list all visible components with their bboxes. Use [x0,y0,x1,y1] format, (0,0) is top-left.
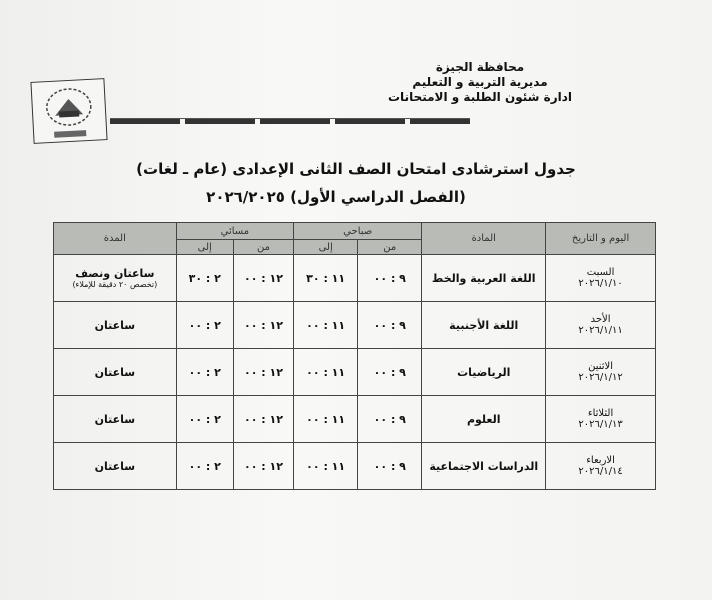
table-row: الاثنين ٢٠٢٦/١/١٢ الرياضيات ٩ : ٠٠ ١١ : ٠٠ ١٢… [53,348,656,396]
duration: ساعتان [94,318,136,332]
header-divider [110,118,470,124]
evening-to-cell: ٢ : ٠٠ [175,395,234,443]
duration: ساعتان [94,365,136,379]
morning-from-cell: ٩ : ٠٠ [357,301,423,349]
day-date-cell: الأحد ٢٠٢٦/١/١١ [545,301,656,349]
duration-cell: ساعتان ونصف (تخصص ٢٠ دقيقة للإملاء) [53,254,177,302]
duration-cell: ساعتان [53,395,177,443]
morning-from-cell: ٩ : ٠٠ [357,442,423,490]
morning-from-cell: ٩ : ٠٠ [357,348,423,396]
duration: ساعتان ونصف [75,267,155,280]
department: ادارة شئون الطلبة و الامتحانات [388,90,572,104]
table-row: الاربعاء ٢٠٢٦/١/١٤ الدراسات الاجتماعية ٩ : … [53,442,656,490]
table-row: الأحد ٢٠٢٦/١/١١ اللغة الأجنبية ٩ : ٠٠ ١١ : ٠… [53,301,656,349]
morning-to-cell: ١١ : ٠٠ [293,395,359,443]
duration-cell: ساعتان [53,348,177,396]
day-date-cell: الاربعاء ٢٠٢٦/١/١٤ [545,442,656,490]
organization-header: محافظة الجيزة مديرية التربية و التعليم ا… [388,60,572,105]
exam-schedule-table: اليوم و التاريخ المادة صباحي مسائي المدة… [53,222,656,490]
evening-to-cell: ٢ : ٠٠ [175,442,234,490]
document-title: جدول استرشادى امتحان الصف الثانى الإعداد… [136,160,576,178]
date: ٢٠٢٦/١/١٠ [578,278,623,289]
header-day-date: اليوم و التاريخ [545,222,656,255]
subject-cell: الدراسات الاجتماعية [421,442,547,490]
evening-from-cell: ١٢ : ٠٠ [232,301,295,349]
date: ٢٠٢٦/١/١١ [578,325,623,336]
evening-from-cell: ١٢ : ٠٠ [232,395,295,443]
day: السبت [586,267,615,278]
date: ٢٠٢٦/١/١٣ [578,419,623,430]
subject-cell: الرياضيات [421,348,547,396]
date: ٢٠٢٦/١/١٢ [578,372,623,383]
day: الأحد [590,314,611,325]
day-date-cell: السبت ٢٠٢٦/١/١٠ [545,254,656,302]
day: الاربعاء [586,455,615,466]
day: الاثنين [588,361,614,372]
morning-to-cell: ١١ : ٣٠ [293,254,359,302]
duration-note: (تخصص ٢٠ دقيقة للإملاء) [72,280,158,289]
header-subject: المادة [421,222,547,255]
header-evening: مسائي [175,222,295,240]
directorate: مديرية التربية و التعليم [412,75,548,89]
morning-to-cell: ١١ : ٠٠ [293,348,359,396]
date: ٢٠٢٦/١/١٤ [578,466,623,477]
subject-cell: اللغة العربية والخط [421,254,547,302]
duration-cell: ساعتان [53,442,177,490]
evening-to-cell: ٢ : ٠٠ [175,348,234,396]
duration: ساعتان [94,412,136,426]
department-logo [30,78,108,144]
header-evening-from: من [232,239,295,255]
subject-cell: اللغة الأجنبية [421,301,547,349]
header-morning: صباحي [293,222,423,240]
day-date-cell: الاثنين ٢٠٢٦/١/١٢ [545,348,656,396]
evening-to-cell: ٢ : ٠٠ [175,301,234,349]
header-duration: المدة [53,222,177,255]
governorate: محافظة الجيزة [435,60,525,74]
table-row: السبت ٢٠٢٦/١/١٠ اللغة العربية والخط ٩ : ٠٠ ١… [53,254,656,302]
evening-from-cell: ١٢ : ٠٠ [232,442,295,490]
table-row: الثلاثاء ٢٠٢٦/١/١٣ العلوم ٩ : ٠٠ ١١ : ٠٠ ١٢ :… [53,395,656,443]
day: الثلاثاء [587,408,614,419]
document-subtitle: (الفصل الدراسي الأول) ٢٠٢٦/٢٠٢٥ [206,188,466,206]
evening-from-cell: ١٢ : ٠٠ [232,254,295,302]
morning-from-cell: ٩ : ٠٠ [357,254,423,302]
duration: ساعتان [94,459,136,473]
morning-to-cell: ١١ : ٠٠ [293,301,359,349]
header-evening-to: إلى [175,239,234,255]
duration-cell: ساعتان [53,301,177,349]
morning-to-cell: ١١ : ٠٠ [293,442,359,490]
morning-from-cell: ٩ : ٠٠ [357,395,423,443]
day-date-cell: الثلاثاء ٢٠٢٦/١/١٣ [545,395,656,443]
evening-to-cell: ٢ : ٣٠ [175,254,234,302]
header-morning-to: إلى [293,239,359,255]
header-morning-from: من [357,239,423,255]
evening-from-cell: ١٢ : ٠٠ [232,348,295,396]
subject-cell: العلوم [421,395,547,443]
